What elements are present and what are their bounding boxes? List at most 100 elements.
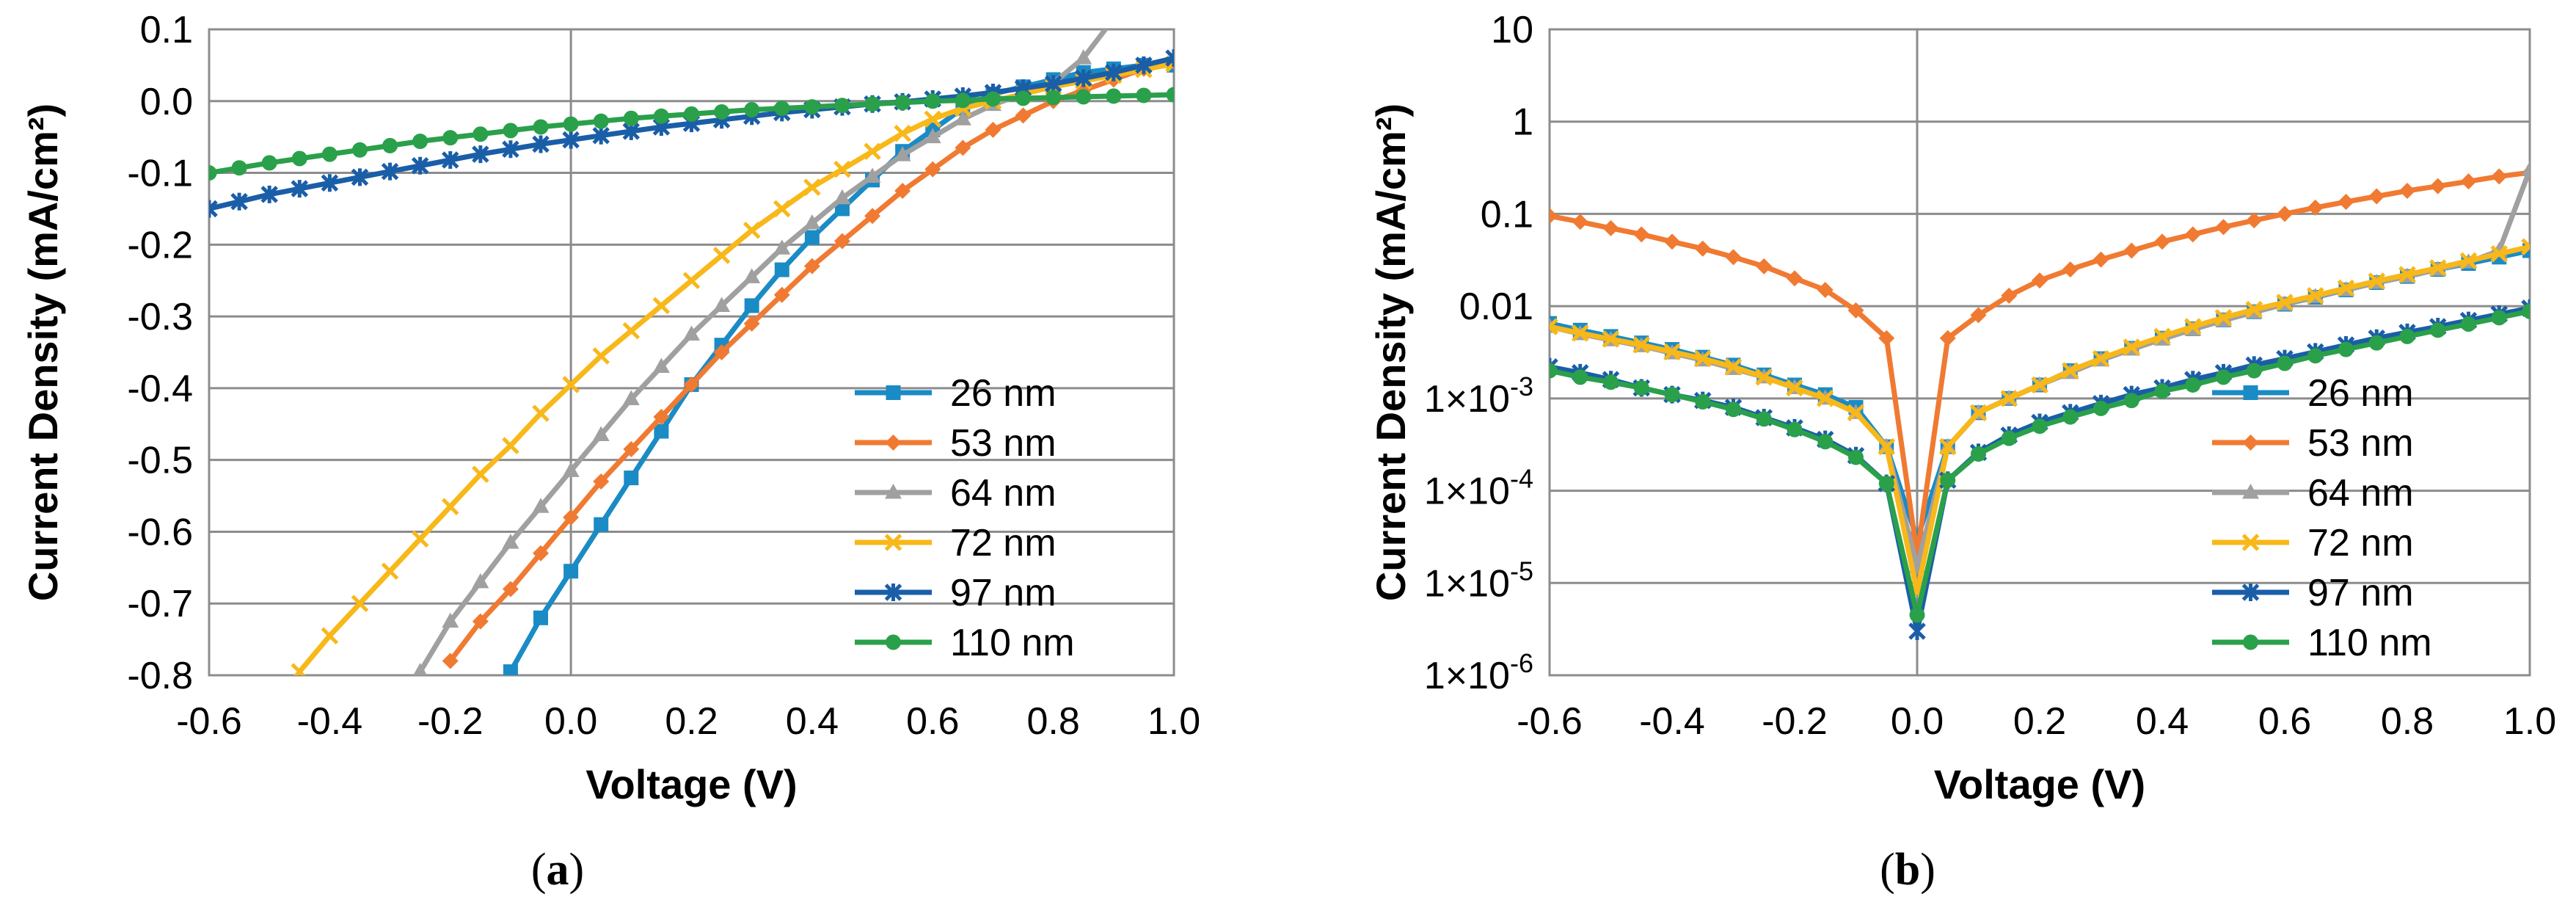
data-point [593,113,609,129]
data-point [260,185,278,203]
data-point [472,126,489,142]
data-point [1970,307,1987,324]
data-point [1847,404,1865,422]
x-tick-label: -0.4 [297,700,363,743]
y-tick-label: 1×10-5 [1424,556,1533,605]
data-point [1105,10,1122,25]
data-point [231,160,247,176]
data-point [985,121,1001,138]
data-point [563,564,579,579]
data-point [291,150,307,167]
data-point [864,142,881,160]
data-point [209,165,217,181]
data-point [1105,63,1123,81]
data-point [413,663,428,675]
data-point [1939,330,1956,346]
data-point [1817,434,1834,450]
data-point [2491,168,2508,185]
data-point [1015,107,1032,124]
data-point [1602,330,1620,348]
data-point [1816,390,1834,407]
data-point [1106,88,1122,104]
data-point [2216,369,2231,385]
legend-marker [2241,584,2260,601]
data-point [321,627,339,644]
data-point [894,183,911,199]
legend-item: 110 nm [855,622,1075,664]
data-point [503,664,518,675]
data-point [1787,270,1803,287]
data-point [472,613,489,630]
data-point [532,135,550,153]
data-point [1572,214,1588,230]
data-point [2429,178,2446,195]
data-point [412,134,428,150]
x-tick-label: 1.0 [1147,700,1200,743]
data-point [924,93,941,109]
data-point [291,180,309,198]
data-point [502,534,519,549]
data-point [623,441,640,457]
data-point [1878,476,1894,492]
data-point [2184,226,2201,243]
data-point [683,325,700,341]
y-tick-label: 1×10-3 [1424,371,1533,421]
data-point [2368,335,2385,351]
data-point [1015,90,1032,106]
plot-area [209,10,1174,675]
x-tick-label: 1.0 [2503,700,2556,743]
y-axis-title: Current Density (mA/cm²) [1368,103,1414,601]
data-point [1787,421,1803,437]
y-tick-label: 1 [1512,101,1533,144]
data-point [1755,368,1773,386]
data-point [1848,449,1864,465]
data-point [955,92,971,109]
data-point [209,200,218,218]
data-point [1786,379,1803,397]
y-tick-label: -0.3 [127,296,193,338]
data-point [1550,318,1558,335]
data-point [1632,336,1651,354]
data-point [442,612,459,628]
data-point [2154,233,2170,250]
data-point [894,125,911,142]
legend-label: 72 nm [2307,522,2414,564]
y-tick-label: -0.1 [127,153,193,195]
series-53-nm [442,54,1174,669]
data-point [472,465,489,483]
data-point [1046,90,1062,106]
data-point [593,473,610,490]
data-point [1135,56,1153,74]
series-line [508,62,1174,673]
data-point [1165,49,1174,68]
data-point [2521,238,2530,256]
data-point [2368,272,2386,290]
data-point [773,200,791,218]
legend-item: 64 nm [855,472,1057,515]
data-point [2460,173,2477,190]
data-point [1694,240,1711,257]
data-point [654,424,669,439]
data-point [2093,400,2109,416]
x-tick-label: -0.4 [1639,700,1705,743]
data-point [2153,327,2171,346]
data-point [833,189,851,205]
data-point [1664,233,1680,250]
data-point [744,102,760,118]
legend-marker [2242,435,2259,451]
y-tick-label: 1×10-4 [1424,464,1533,513]
data-point [743,268,761,283]
data-point [592,126,610,145]
data-point [1693,349,1712,368]
series-26-nm [503,57,1174,675]
data-point [562,131,580,149]
data-point [2062,261,2079,278]
data-point [742,222,761,239]
panel-label: (b) [1880,845,1935,895]
data-point [743,315,760,332]
data-point [652,357,670,374]
data-point [1633,380,1649,396]
data-point [683,377,700,393]
data-point [2001,287,2018,304]
data-point [713,344,730,360]
